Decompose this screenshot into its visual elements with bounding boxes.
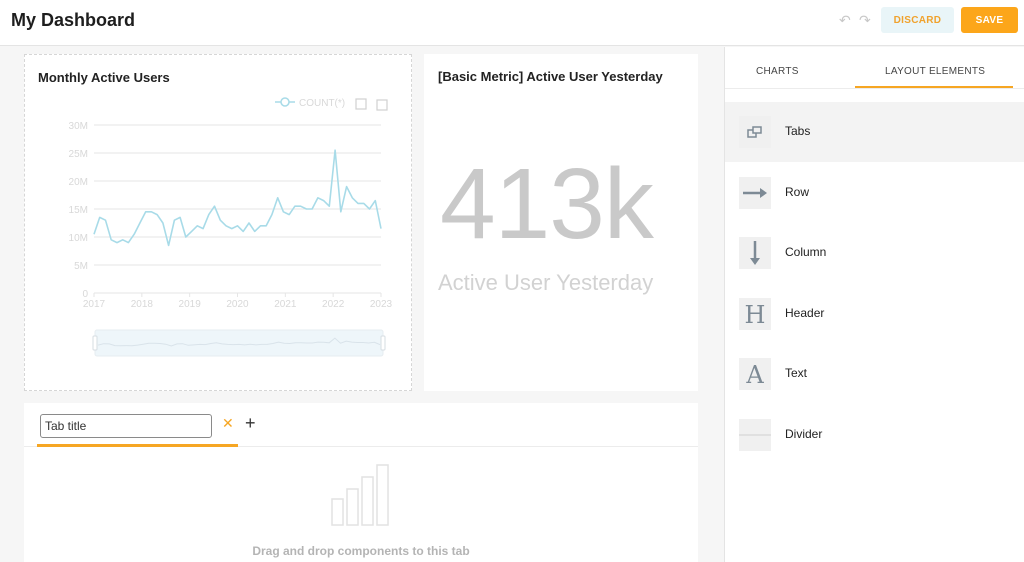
layout-item-label: Text — [785, 366, 808, 380]
layout-item-tabs[interactable]: Tabs — [725, 102, 1024, 162]
layout-item-label: Tabs — [785, 124, 811, 138]
tabs-icon — [739, 116, 771, 148]
x-tick-label: 2023 — [370, 299, 393, 310]
chart-card-monthly-active-users[interactable]: Monthly Active Users 0 5M 10M 15M 20M 25M 30M 2… — [24, 54, 412, 391]
active-tab-indicator — [855, 86, 1013, 88]
big-number-subheader: Active User Yesterday — [438, 270, 654, 295]
layout-item-label: Header — [785, 306, 825, 320]
tab-charts[interactable]: CHARTS — [756, 66, 799, 77]
legend-marker — [280, 97, 290, 107]
zoom-reset-icon[interactable] — [376, 99, 388, 111]
series-line-count — [93, 149, 382, 247]
close-icon[interactable]: ✕ — [222, 415, 234, 431]
legend-label: COUNT(*) — [299, 98, 345, 109]
y-tick-label: 30M — [69, 121, 88, 132]
x-tick-label: 2019 — [179, 299, 202, 310]
builder-sidepanel: CHARTS LAYOUT ELEMENTS Tabs Row Column H… — [724, 47, 1024, 562]
undo-icon[interactable]: ↶ — [839, 12, 851, 28]
tab-bar: ✕ + — [24, 403, 698, 447]
dashboard-header: My Dashboard ↶ ↷ DISCARD SAVE — [0, 0, 1024, 46]
svg-text:H: H — [745, 302, 766, 326]
layout-item-divider[interactable]: Divider — [725, 405, 1024, 465]
plus-icon[interactable]: + — [245, 413, 256, 433]
layout-item-label: Column — [785, 245, 827, 259]
text-icon: A — [739, 358, 771, 390]
layout-item-column[interactable]: Column — [725, 223, 1024, 283]
dashboard-title[interactable]: My Dashboard — [11, 10, 136, 30]
x-tick-label: 2018 — [131, 299, 154, 310]
datazoom-handle-left — [92, 335, 98, 351]
redo-icon[interactable]: ↷ — [859, 12, 871, 28]
y-tick-label: 15M — [69, 205, 88, 216]
arrow-right-icon — [739, 177, 771, 209]
chart-title: Monthly Active Users — [38, 70, 170, 85]
discard-button[interactable]: DISCARD — [881, 7, 954, 33]
big-number-value: 413k — [440, 148, 654, 260]
divider-icon — [739, 419, 771, 451]
zoom-select-icon[interactable] — [355, 98, 367, 110]
tab-layout-elements[interactable]: LAYOUT ELEMENTS — [885, 66, 986, 77]
tab-title-input[interactable] — [40, 414, 212, 438]
tabs-container: ✕ + Drag and drop components to this tab — [24, 403, 698, 562]
divider — [725, 88, 1024, 89]
layout-item-text[interactable]: A Text — [725, 344, 1024, 404]
chart-title: [Basic Metric] Active User Yesterday — [438, 69, 663, 84]
chart-card-active-user-yesterday[interactable]: [Basic Metric] Active User Yesterday 413… — [424, 54, 698, 391]
layout-item-row[interactable]: Row — [725, 163, 1024, 223]
dashboard-canvas: Monthly Active Users 0 5M 10M 15M 20M 25M 30M 2… — [0, 47, 722, 562]
y-tick-label: 25M — [69, 149, 88, 160]
x-tick-label: 2022 — [322, 299, 345, 310]
svg-text:A: A — [745, 362, 764, 386]
y-tick-label: 0 — [82, 289, 88, 300]
layout-item-label: Row — [785, 185, 810, 199]
header-icon: H — [739, 298, 771, 330]
datazoom-preview-line — [97, 337, 381, 347]
arrow-down-icon — [739, 237, 771, 269]
x-tick-label: 2021 — [274, 299, 297, 310]
layout-item-label: Divider — [785, 427, 823, 441]
y-tick-label: 20M — [69, 177, 88, 188]
x-tick-label: 2020 — [226, 299, 249, 310]
y-tick-label: 10M — [69, 233, 88, 244]
save-button[interactable]: SAVE — [961, 7, 1018, 33]
layout-item-header[interactable]: H Header — [725, 284, 1024, 344]
y-tick-label: 5M — [74, 261, 88, 272]
line-chart: 0 5M 10M 15M 20M 25M 30M 2017 2018 2019 2020 2021 20… — [69, 97, 393, 357]
bar-chart-placeholder-icon — [331, 464, 389, 526]
x-tick-label: 2017 — [83, 299, 106, 310]
datazoom-handle-right — [380, 335, 386, 351]
empty-tab-message: Drag and drop components to this tab — [252, 544, 470, 558]
active-tab-indicator — [37, 444, 238, 447]
